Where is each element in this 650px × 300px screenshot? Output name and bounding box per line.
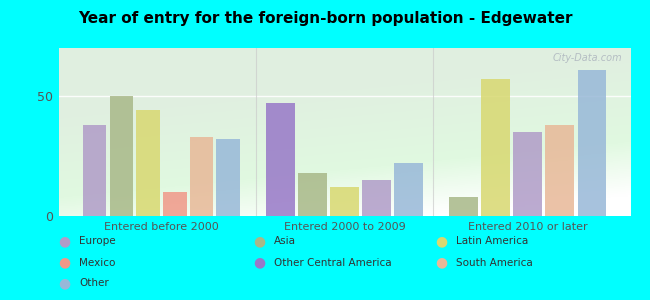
- Bar: [514, 132, 541, 216]
- Bar: [298, 173, 326, 216]
- Bar: [136, 110, 160, 216]
- Bar: [83, 125, 107, 216]
- Text: ●: ●: [58, 235, 71, 248]
- Text: Europe: Europe: [79, 236, 116, 247]
- Text: City-Data.com: City-Data.com: [552, 53, 622, 63]
- Bar: [449, 197, 478, 216]
- Bar: [216, 139, 240, 216]
- Text: ●: ●: [254, 235, 266, 248]
- Text: South America: South America: [456, 257, 533, 268]
- Text: ●: ●: [58, 256, 71, 269]
- Text: Other Central America: Other Central America: [274, 257, 392, 268]
- Bar: [190, 137, 213, 216]
- Text: Asia: Asia: [274, 236, 296, 247]
- Bar: [395, 163, 423, 216]
- Bar: [163, 192, 187, 216]
- Bar: [330, 187, 359, 216]
- Text: Latin America: Latin America: [456, 236, 528, 247]
- Bar: [545, 125, 574, 216]
- Bar: [363, 180, 391, 216]
- Text: Other: Other: [79, 278, 109, 289]
- Text: Mexico: Mexico: [79, 257, 116, 268]
- Bar: [266, 103, 294, 216]
- Bar: [577, 70, 606, 216]
- Text: ●: ●: [436, 235, 448, 248]
- Text: ●: ●: [58, 277, 71, 290]
- Bar: [482, 79, 510, 216]
- Text: Year of entry for the foreign-born population - Edgewater: Year of entry for the foreign-born popul…: [78, 11, 572, 26]
- Bar: [110, 96, 133, 216]
- Text: ●: ●: [254, 256, 266, 269]
- Text: ●: ●: [436, 256, 448, 269]
